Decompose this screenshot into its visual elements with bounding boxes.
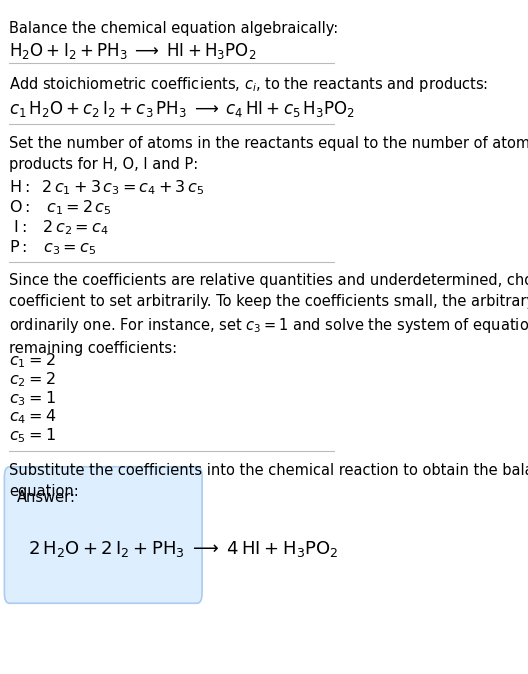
Text: $c_2 = 2$: $c_2 = 2$ bbox=[10, 370, 56, 389]
Text: $\mathrm{O:}\;\;\; c_1 = 2\,c_5$: $\mathrm{O:}\;\;\; c_1 = 2\,c_5$ bbox=[10, 199, 112, 217]
Text: $\;\mathrm{I:}\;\;\; 2\,c_2 = c_4$: $\;\mathrm{I:}\;\;\; 2\,c_2 = c_4$ bbox=[10, 218, 109, 237]
Text: Answer:: Answer: bbox=[17, 490, 76, 505]
Text: Set the number of atoms in the reactants equal to the number of atoms in the
pro: Set the number of atoms in the reactants… bbox=[10, 136, 528, 172]
Text: Substitute the coefficients into the chemical reaction to obtain the balanced
eq: Substitute the coefficients into the che… bbox=[10, 464, 528, 499]
Text: $2\,\mathrm{H_2O} + 2\,\mathrm{I_2} + \mathrm{PH_3} \;\longrightarrow\; 4\,\math: $2\,\mathrm{H_2O} + 2\,\mathrm{I_2} + \m… bbox=[27, 539, 338, 559]
Text: Add stoichiometric coefficients, $c_i$, to the reactants and products:: Add stoichiometric coefficients, $c_i$, … bbox=[10, 75, 488, 94]
Text: $\mathrm{H_2O + I_2 + PH_3 \;\longrightarrow\; HI + H_3PO_2}$: $\mathrm{H_2O + I_2 + PH_3 \;\longrighta… bbox=[10, 41, 257, 61]
Text: Balance the chemical equation algebraically:: Balance the chemical equation algebraica… bbox=[10, 21, 338, 36]
Text: $c_4 = 4$: $c_4 = 4$ bbox=[10, 408, 56, 426]
Text: $c_1 = 2$: $c_1 = 2$ bbox=[10, 352, 56, 370]
Text: Since the coefficients are relative quantities and underdetermined, choose a
coe: Since the coefficients are relative quan… bbox=[10, 273, 528, 356]
FancyBboxPatch shape bbox=[4, 467, 202, 603]
Text: $c_1\,\mathrm{H_2O} + c_2\,\mathrm{I_2} + c_3\,\mathrm{PH_3} \;\longrightarrow\;: $c_1\,\mathrm{H_2O} + c_2\,\mathrm{I_2} … bbox=[10, 98, 355, 119]
Text: $\mathrm{P:}\;\;\; c_3 = c_5$: $\mathrm{P:}\;\;\; c_3 = c_5$ bbox=[10, 239, 97, 257]
Text: $\mathrm{H:}\;\; 2\,c_1 + 3\,c_3 = c_4 + 3\,c_5$: $\mathrm{H:}\;\; 2\,c_1 + 3\,c_3 = c_4 +… bbox=[10, 179, 205, 197]
Text: $c_5 = 1$: $c_5 = 1$ bbox=[10, 426, 56, 445]
Text: $c_3 = 1$: $c_3 = 1$ bbox=[10, 389, 56, 408]
